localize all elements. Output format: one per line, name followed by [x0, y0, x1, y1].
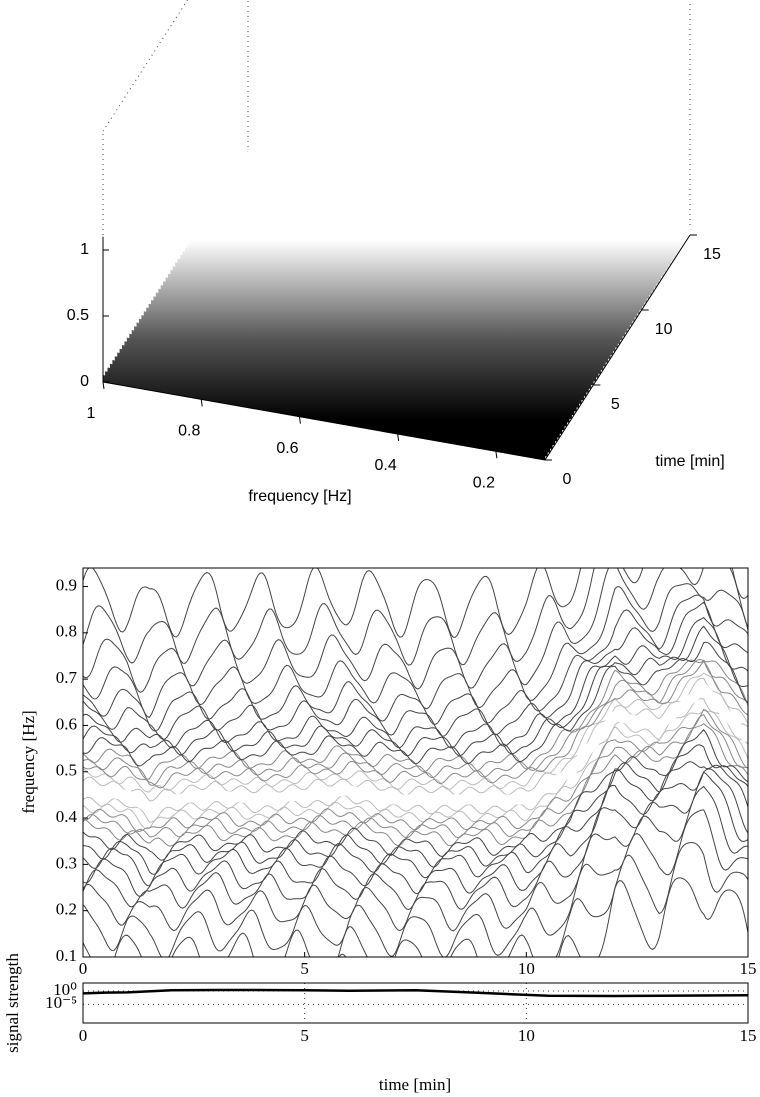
contour-line: [83, 771, 748, 911]
contour-line: [83, 658, 748, 786]
x-tick-label: 15: [740, 1026, 757, 1045]
contour-line: [83, 568, 748, 693]
contour-line: [83, 660, 748, 789]
contour-line: [83, 568, 582, 638]
y-tick-label: 0.9: [56, 575, 77, 594]
contour-line: [83, 761, 748, 887]
contour-line: [83, 768, 748, 897]
contour-line: [83, 583, 748, 719]
x-tick-label: 0: [79, 959, 88, 978]
x-tick: [102, 381, 105, 390]
contour-line: [83, 616, 748, 749]
x-tick-label: 0.2: [473, 475, 495, 492]
contour-line: [338, 877, 748, 957]
contour-line: [83, 698, 748, 823]
y-tick-label: 15: [703, 246, 721, 263]
y-tick-label: 5: [611, 396, 620, 413]
x-tick-label: 15: [740, 959, 757, 978]
y-tick-label: 10: [655, 321, 673, 338]
y-tick-label: 0.1: [56, 946, 77, 965]
y-axis-label: frequency [Hz]: [19, 710, 38, 813]
y-tick-label: 0: [563, 471, 572, 488]
contour-line: [83, 809, 748, 957]
contour-line: [83, 842, 748, 957]
contour-line: [83, 709, 748, 830]
contour-line: [83, 672, 748, 793]
x-tick-label: 10: [518, 1026, 535, 1045]
x-tick-label: 5: [300, 959, 309, 978]
y-axis-label: time [min]: [655, 453, 724, 470]
contour-lines: [83, 568, 748, 957]
contour-line: [83, 722, 748, 847]
x-tick: [298, 416, 301, 424]
x-tick-label: 0.6: [276, 440, 298, 457]
z-tick-label: 0: [80, 373, 89, 390]
signal-line: [82, 988, 749, 998]
plot-frame: [82, 567, 749, 958]
x-tick-label: 1: [87, 405, 96, 422]
y-tick-label: 10⁰: [53, 980, 77, 999]
x-tick-label: 0.4: [375, 457, 397, 474]
contour-line: [83, 713, 748, 839]
y-axis: [544, 234, 691, 461]
contour-line: [83, 641, 748, 767]
x-tick-label: 5: [300, 1026, 309, 1045]
x-tick-label: 0.8: [178, 423, 200, 440]
contour-line: [83, 785, 748, 932]
contour-line: [83, 568, 748, 666]
ridge-line: [83, 683, 748, 814]
y-tick-label: 0.3: [56, 853, 77, 872]
x-tick: [397, 433, 400, 442]
x-tick: [495, 451, 498, 459]
x-tick: [200, 399, 203, 407]
box-edge: [102, 0, 189, 132]
plot-frame: [82, 982, 749, 1024]
x-tick-label: 0: [79, 1026, 88, 1045]
y-tick-label: 0.5: [56, 761, 77, 780]
x-axis-label: time [min]: [379, 1075, 451, 1094]
x-axis: [102, 381, 546, 461]
y-tick-label: 0.7: [56, 668, 78, 687]
y-tick-label: 0.6: [56, 714, 77, 733]
y-tick-label: 10⁻⁵: [45, 993, 77, 1012]
x-axis-label: frequency [Hz]: [248, 488, 351, 505]
surface-slice: [102, 309, 546, 461]
z-tick-label: 0.5: [67, 307, 89, 324]
contour-line: [83, 625, 748, 757]
contour-line: [83, 729, 748, 861]
y-tick-label: 0.8: [56, 622, 77, 641]
y-tick-label: 0.2: [56, 900, 77, 919]
y-axis-label: signal strength: [3, 953, 22, 1053]
contour-line: [83, 677, 748, 802]
y-tick-label: 0.4: [56, 807, 78, 826]
x-tick-label: 10: [518, 959, 535, 978]
contour-line: [83, 601, 748, 740]
z-tick-label: 1: [80, 241, 89, 258]
contour-line: [83, 744, 748, 875]
